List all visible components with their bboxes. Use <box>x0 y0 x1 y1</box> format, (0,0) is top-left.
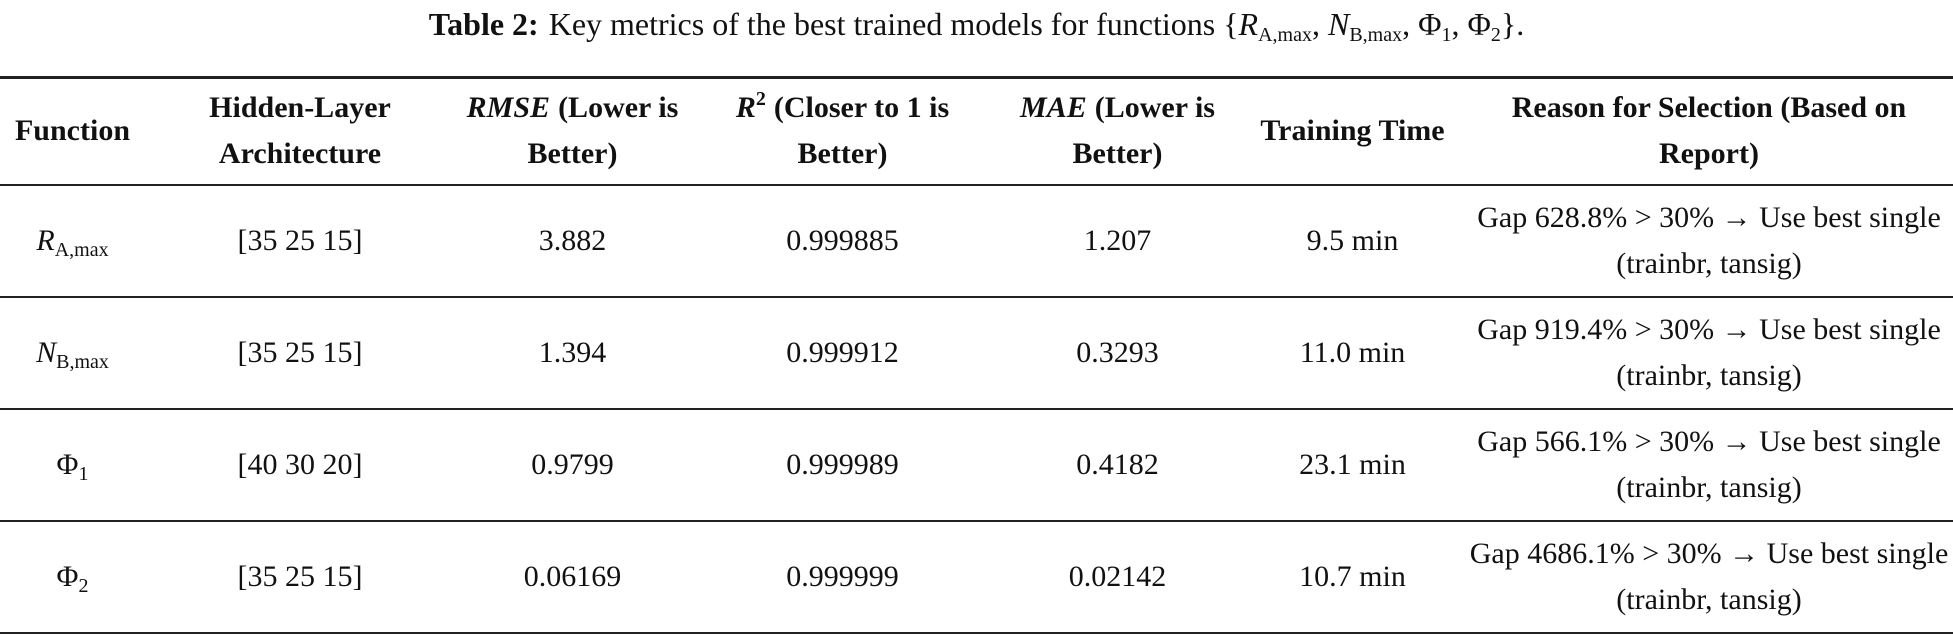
symbol: N <box>1327 6 1350 42</box>
table-row: Φ2 [35 25 15] 0.06169 0.999999 0.02142 10.7 m… <box>0 520 1953 634</box>
table-cell: 0.4182 <box>995 408 1240 522</box>
table-row: NB,max [35 25 15] 1.394 0.999912 0.3293 11.0 … <box>0 296 1953 410</box>
symbol: R <box>36 223 55 257</box>
caption-text: Key metrics of the best trained models f… <box>548 6 1216 42</box>
table-header: Function Hidden-Layer Architecture RMSE (Lo… <box>0 77 1953 186</box>
header-cell: RMSE (Lower is Better) <box>455 77 690 186</box>
caption: Table 2: Key metrics of the best trained … <box>0 4 1953 45</box>
caption-label: Table 2: <box>428 6 539 42</box>
header-text: (Closer to 1 is Better) <box>773 91 950 171</box>
table-cell: 0.3293 <box>995 296 1240 410</box>
subscript: A,max <box>54 238 109 261</box>
symbol: R <box>1238 6 1259 42</box>
subscript: A,max <box>1258 24 1312 46</box>
header-text: Training Time <box>1260 114 1445 148</box>
separator: , <box>1402 6 1411 42</box>
table-cell: 3.882 <box>455 184 690 298</box>
header-text: Function <box>14 114 131 148</box>
subscript: B,max <box>1349 24 1403 46</box>
symbol: Φ <box>1418 6 1442 42</box>
separator: , <box>1451 6 1460 42</box>
superscript: 2 <box>755 88 766 111</box>
symbol: N <box>36 335 57 369</box>
header-cell: MAE (Lower is Better) <box>995 77 1240 186</box>
symbol: Φ <box>56 447 79 481</box>
function-cell: NB,max <box>0 296 145 410</box>
header-row: Function Hidden-Layer Architecture RMSE (Lo… <box>0 77 1953 186</box>
symbol: Φ <box>1467 6 1491 42</box>
table-cell: [35 25 15] <box>145 184 455 298</box>
subscript: B,max <box>56 350 109 373</box>
table-cell: 0.999989 <box>690 408 995 522</box>
brace: { <box>1223 6 1239 42</box>
table-row: Φ1 [40 30 20] 0.9799 0.999989 0.4182 23.1 min… <box>0 408 1953 522</box>
table-cell: Gap 4686.1% > 30% → Use best single (tra… <box>1465 520 1953 634</box>
table-cell: 0.999885 <box>690 184 995 298</box>
separator: , <box>1311 6 1320 42</box>
table-cell: 0.02142 <box>995 520 1240 634</box>
table-cell: 0.06169 <box>455 520 690 634</box>
header-text: RMSE <box>466 91 551 125</box>
header-cell: Hidden-Layer Architecture <box>145 77 455 186</box>
table-cell: Gap 566.1% > 30% → Use best single (trai… <box>1465 408 1953 522</box>
table-cell: 1.394 <box>455 296 690 410</box>
function-cell: RA,max <box>0 184 145 298</box>
header-cell: Reason for Selection (Based on Report) <box>1465 77 1953 186</box>
table-row: RA,max [35 25 15] 3.882 0.999885 1.207 9.5 mi… <box>0 184 1953 298</box>
table-cell: [35 25 15] <box>145 520 455 634</box>
table-cell: 11.0 min <box>1240 296 1465 410</box>
metrics-table: Function Hidden-Layer Architecture RMSE (Lo… <box>0 76 1953 634</box>
table-cell: 10.7 min <box>1240 520 1465 634</box>
header-cell: Function <box>0 77 145 186</box>
table-body: RA,max [35 25 15] 3.882 0.999885 1.207 9.5 mi… <box>0 184 1953 634</box>
function-cell: Φ1 <box>0 408 145 522</box>
subscript: 1 <box>1441 24 1452 46</box>
table-cell: 0.999999 <box>690 520 995 634</box>
table-cell: [35 25 15] <box>145 296 455 410</box>
subscript: 1 <box>78 462 89 485</box>
table-cell: [40 30 20] <box>145 408 455 522</box>
function-cell: Φ2 <box>0 520 145 634</box>
header-text: MAE <box>1020 91 1087 125</box>
table-cell: 1.207 <box>995 184 1240 298</box>
header-text: (Lower is Better) <box>527 91 679 171</box>
brace: }. <box>1500 6 1525 42</box>
header-cell: R2 (Closer to 1 is Better) <box>690 77 995 186</box>
table-cell: Gap 628.8% > 30% → Use best single (trai… <box>1465 184 1953 298</box>
function-set: {RA,max, NB,max, Φ1, Φ2}. <box>1223 6 1525 45</box>
header-text: (Lower is Better) <box>1072 91 1215 171</box>
subscript: 2 <box>1490 24 1501 46</box>
header-text: R <box>735 91 756 125</box>
table-cell: Gap 919.4% > 30% → Use best single (trai… <box>1465 296 1953 410</box>
table-cell: 23.1 min <box>1240 408 1465 522</box>
header-text: Hidden-Layer Architecture <box>209 91 391 171</box>
subscript: 2 <box>78 574 89 597</box>
table-cell: 0.999912 <box>690 296 995 410</box>
table-cell: 9.5 min <box>1240 184 1465 298</box>
table-cell: 0.9799 <box>455 408 690 522</box>
symbol: Φ <box>56 559 79 593</box>
header-text: Reason for Selection (Based on Report) <box>1511 91 1907 171</box>
header-cell: Training Time <box>1240 77 1465 186</box>
